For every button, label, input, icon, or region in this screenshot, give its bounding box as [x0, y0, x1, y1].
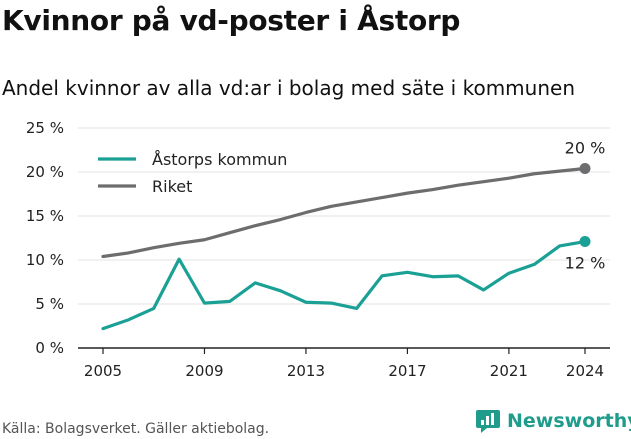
chart-subtitle: Andel kvinnor av alla vd:ar i bolag med …: [2, 76, 575, 100]
legend-label-riket: Riket: [152, 177, 192, 196]
y-tick-label: 0 %: [35, 339, 64, 357]
end-point-astorp: [579, 236, 591, 248]
legend: Åstorps kommun Riket: [98, 150, 287, 196]
x-tick-label: 2017: [388, 362, 426, 380]
chart-title: Kvinnor på vd-poster i Åstorp: [2, 4, 461, 37]
series-line-riket: [101, 166, 587, 259]
x-tick-label: 2013: [287, 362, 325, 380]
y-tick-label: 25 %: [26, 119, 64, 137]
brand-name: Newsworthy: [507, 410, 631, 432]
x-tick-label: 2024: [566, 362, 604, 380]
grid-lines: [78, 127, 610, 349]
x-tick-label: 2009: [185, 362, 223, 380]
y-tick-label: 15 %: [26, 207, 64, 225]
x-tick-label: 2005: [84, 362, 122, 380]
y-tick-label: 10 %: [26, 251, 64, 269]
x-tick-label: 2021: [490, 362, 528, 380]
series-lines: 20 % 12 %: [101, 138, 606, 331]
newsworthy-logo-icon: [476, 410, 500, 433]
x-axis-ticks: 2005 2009 2013 2017 2021 2024: [84, 348, 604, 380]
end-label-riket: 20 %: [565, 138, 606, 157]
newsworthy-logo: Newsworthy: [475, 408, 631, 434]
y-tick-label: 5 %: [35, 295, 64, 313]
y-axis-ticks: 0 % 5 % 10 % 15 % 20 % 25 %: [26, 119, 64, 357]
series-line-astorp: [101, 239, 587, 331]
end-label-astorp: 12 %: [565, 254, 606, 273]
source-note: Källa: Bolagsverket. Gäller aktiebolag.: [2, 421, 270, 437]
y-tick-label: 20 %: [26, 163, 64, 181]
legend-label-astorp: Åstorps kommun: [152, 150, 287, 169]
end-point-riket: [579, 162, 591, 174]
